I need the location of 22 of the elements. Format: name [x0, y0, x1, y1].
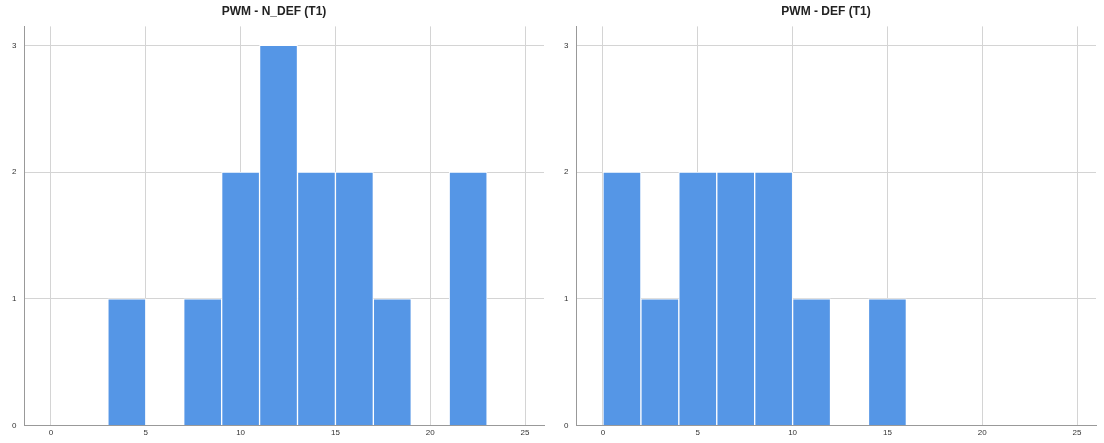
x-tick-label: 10 [236, 428, 246, 438]
chart-title: PWM - DEF (T1) [781, 3, 871, 18]
y-tick-label: 2 [564, 167, 569, 177]
y-tick-label: 3 [12, 40, 17, 50]
x-tick-label: 15 [882, 428, 893, 438]
x-tick-label: 5 [143, 428, 149, 438]
x-tick-label: 0 [600, 428, 606, 438]
y-tick-label: 0 [564, 420, 569, 430]
x-tick-label: 20 [977, 428, 988, 438]
x-tick-label: 10 [788, 428, 798, 438]
x-tick-label: 25 [1072, 428, 1083, 438]
x-tick-label: 15 [330, 428, 341, 438]
y-tick-label: 2 [12, 167, 17, 177]
x-tick-label: 25 [520, 428, 531, 438]
chart-title: PWM - N_DEF (T1) [221, 3, 327, 18]
y-tick-label: 1 [12, 293, 17, 303]
y-tick-label: 3 [564, 40, 569, 50]
x-tick-label: 20 [425, 428, 436, 438]
y-tick-label: 0 [12, 420, 17, 430]
y-tick-label: 1 [564, 293, 569, 303]
x-tick-label: 5 [695, 428, 701, 438]
x-tick-label: 0 [48, 428, 54, 438]
